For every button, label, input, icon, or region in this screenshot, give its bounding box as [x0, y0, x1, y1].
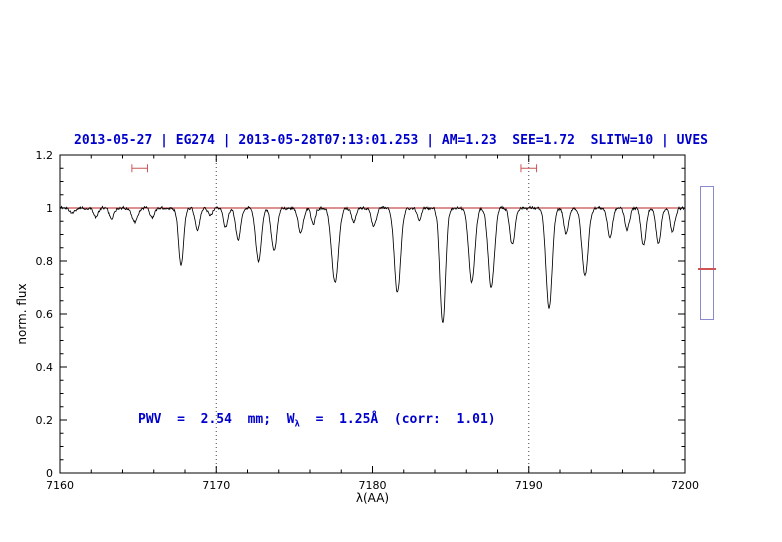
y-tick-label: 0.6 — [36, 308, 54, 321]
side-gauge — [698, 186, 716, 320]
y-tick-label: 1.2 — [36, 149, 54, 162]
x-tick-label: 7160 — [46, 479, 74, 492]
pwv-annotation-text-2: = 1.25Å (corr: 1.01) — [299, 412, 496, 427]
y-tick-label: 0.8 — [36, 255, 54, 268]
y-axis-label: norm. flux — [15, 283, 29, 345]
pwv-annotation-text-1: PWV = 2.54 mm; W — [138, 412, 295, 427]
spectrum-path — [59, 205, 686, 324]
y-tick-label: 0 — [46, 467, 53, 480]
x-tick-label: 7200 — [671, 479, 699, 492]
y-tick-label: 1 — [46, 202, 53, 215]
y-tick-label: 0.4 — [36, 361, 54, 374]
gauge-red-tick — [698, 267, 716, 270]
x-tick-label: 7190 — [515, 479, 543, 492]
x-axis-label: λ(AA) — [355, 491, 390, 505]
y-tick-label: 0.2 — [36, 414, 54, 427]
pwv-annotation-lambda-subscript: λ — [294, 419, 300, 430]
pwv-annotation: PWV = 2.54 mm; Wλ = 1.25Å (corr: 1.01) — [138, 412, 496, 430]
x-tick-label: 7170 — [202, 479, 230, 492]
plot-title: 2013-05-27 | EG274 | 2013-05-28T07:13:01… — [74, 133, 708, 148]
x-tick-label: 7180 — [359, 479, 387, 492]
